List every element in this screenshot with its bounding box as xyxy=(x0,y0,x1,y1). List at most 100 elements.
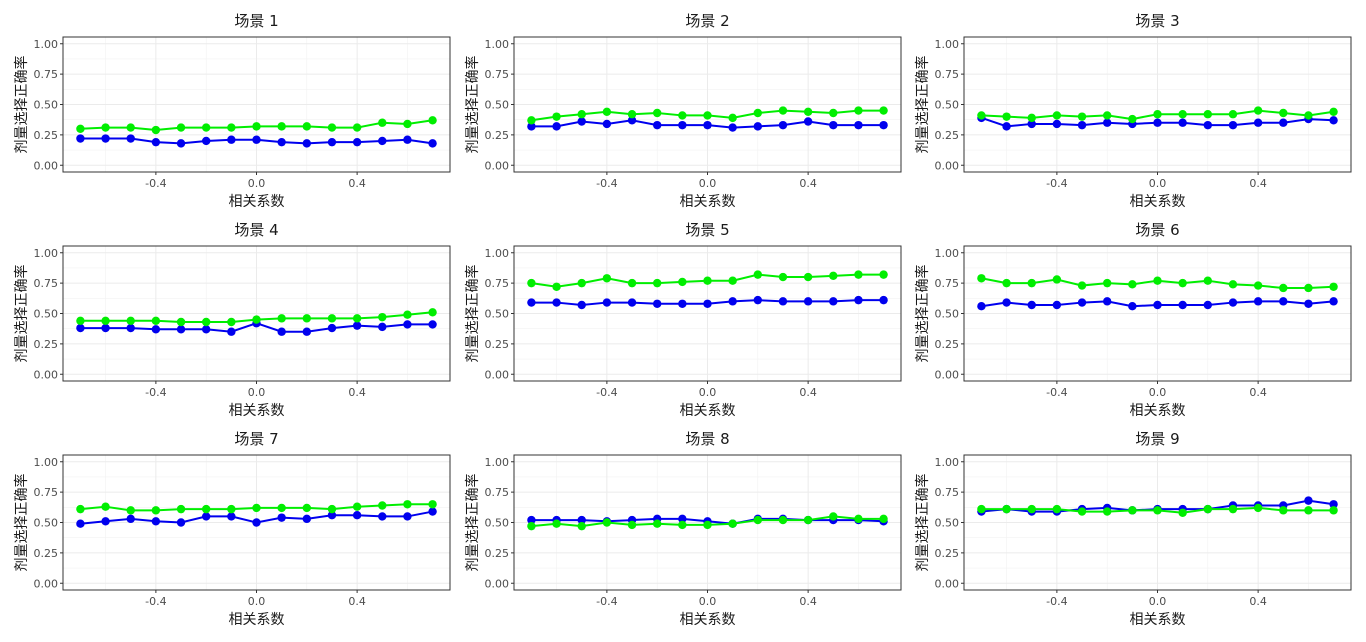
data-point xyxy=(302,514,312,524)
data-point xyxy=(428,139,437,148)
panel-title: 场景 5 xyxy=(685,221,729,239)
data-point xyxy=(101,316,110,325)
data-point xyxy=(126,506,135,515)
x-tick-label: -0.4 xyxy=(145,386,166,399)
data-point xyxy=(101,123,110,132)
data-point xyxy=(602,119,612,129)
data-point xyxy=(151,316,161,325)
data-point xyxy=(403,500,412,509)
data-point xyxy=(428,500,437,509)
data-point xyxy=(1153,506,1162,515)
data-point xyxy=(101,134,110,143)
data-point xyxy=(227,504,236,514)
x-tick-label: 0.4 xyxy=(1249,386,1267,399)
data-point xyxy=(602,298,612,307)
data-point xyxy=(227,317,236,327)
data-point xyxy=(527,278,536,288)
data-point xyxy=(577,515,586,525)
data-point xyxy=(1077,120,1087,130)
data-point xyxy=(252,122,261,131)
data-point xyxy=(126,123,135,132)
y-axis-title: 剂量选择正确率 xyxy=(464,265,481,363)
y-tick-label: 0.75 xyxy=(485,486,510,499)
y-tick-label: 0.25 xyxy=(485,338,510,351)
panel-7: 0.00 0.25 0.50 0.75 1.00 -0.4 0.0 0.4 场景 7 相关系数 剂量… xyxy=(13,430,451,628)
data-point xyxy=(352,123,362,132)
data-point xyxy=(1228,504,1238,514)
y-tick-label: 0.00 xyxy=(485,159,510,172)
data-point xyxy=(1052,300,1062,310)
panel-title: 场景 8 xyxy=(685,430,729,448)
data-point xyxy=(552,282,561,291)
y-tick-label: 0.00 xyxy=(34,368,59,381)
data-point xyxy=(527,116,536,125)
data-point xyxy=(1329,107,1338,116)
data-point xyxy=(76,323,85,333)
data-point xyxy=(252,135,261,144)
x-axis-title: 相关系数 xyxy=(1130,612,1186,628)
data-point xyxy=(76,519,85,528)
panel-4: 0.00 0.25 0.50 0.75 1.00 -0.4 0.0 0.4 场景 4 相关系数 剂量… xyxy=(13,221,451,419)
data-point xyxy=(1002,122,1011,131)
data-point xyxy=(151,506,161,515)
x-tick-label: 0.0 xyxy=(248,177,266,190)
y-tick-label: 0.25 xyxy=(935,129,960,142)
data-point xyxy=(1077,281,1087,290)
data-point xyxy=(1253,106,1263,115)
data-point xyxy=(1002,278,1011,288)
data-point xyxy=(76,124,85,133)
data-point xyxy=(201,123,211,132)
data-point xyxy=(1228,280,1238,289)
data-point xyxy=(678,120,687,130)
y-tick-label: 0.00 xyxy=(485,577,510,590)
data-point xyxy=(176,504,186,514)
data-point xyxy=(854,106,863,115)
data-point xyxy=(1153,300,1162,310)
data-point xyxy=(1228,120,1238,130)
data-point xyxy=(652,278,662,288)
y-tick-label: 0.50 xyxy=(34,99,59,112)
data-point xyxy=(879,295,888,305)
data-point xyxy=(703,111,712,120)
x-axis-title: 相关系数 xyxy=(680,194,736,210)
data-point xyxy=(829,120,838,130)
y-tick-label: 0.50 xyxy=(485,517,510,530)
data-point xyxy=(277,137,286,147)
x-tick-label: 0.0 xyxy=(699,386,717,399)
data-point xyxy=(602,274,612,283)
data-point xyxy=(1002,504,1011,514)
data-point xyxy=(577,278,586,288)
data-point xyxy=(1052,275,1062,284)
data-point xyxy=(201,317,211,327)
data-point xyxy=(829,108,838,118)
y-tick-label: 1.00 xyxy=(34,38,59,51)
panel-6: 0.00 0.25 0.50 0.75 1.00 -0.4 0.0 0.4 场景 6 相关系数 剂量… xyxy=(914,221,1352,419)
data-point xyxy=(1102,507,1112,516)
panel-8: 0.00 0.25 0.50 0.75 1.00 -0.4 0.0 0.4 场景 8 相关系数 剂量… xyxy=(464,430,902,628)
x-tick-label: 0.4 xyxy=(348,177,366,190)
data-point xyxy=(1128,302,1137,311)
data-point xyxy=(302,503,312,513)
data-point xyxy=(302,314,312,323)
data-point xyxy=(753,122,763,131)
data-point xyxy=(1329,116,1338,125)
data-point xyxy=(76,316,85,325)
panel-2: 0.00 0.25 0.50 0.75 1.00 -0.4 0.0 0.4 场景 2 相关系数 剂量… xyxy=(464,12,902,210)
data-point xyxy=(327,314,337,323)
data-point xyxy=(652,299,662,308)
data-point xyxy=(176,123,186,132)
data-point xyxy=(1027,113,1036,123)
panel-title: 场景 6 xyxy=(1135,221,1179,239)
data-point xyxy=(652,519,662,528)
data-point xyxy=(1052,504,1062,514)
data-point xyxy=(854,514,863,524)
data-point xyxy=(201,504,211,514)
y-tick-label: 0.25 xyxy=(485,129,510,142)
y-axis-title: 剂量选择正确率 xyxy=(914,265,931,363)
data-point xyxy=(327,323,337,333)
data-point xyxy=(1102,278,1112,288)
data-point xyxy=(803,515,813,525)
data-point xyxy=(252,315,261,324)
data-point xyxy=(101,502,110,511)
data-point xyxy=(552,298,561,307)
